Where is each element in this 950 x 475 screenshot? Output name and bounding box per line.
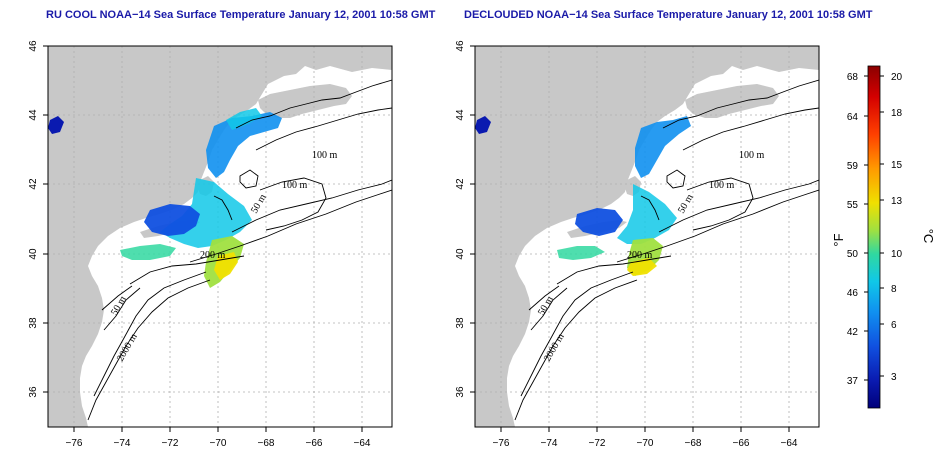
right-y-tick-label: 46	[455, 40, 466, 52]
right-sst-gulf-of-maine	[635, 116, 691, 178]
left-y-tick-label: 46	[28, 40, 39, 52]
left-y-tick-label: 42	[28, 178, 39, 190]
left-x-tick-labels: −76 −74 −72 −70 −68 −66 −64	[66, 438, 371, 449]
left-x-tick-label: −72	[162, 438, 179, 449]
right-x-tick-label: −74	[541, 438, 558, 449]
right-map-body: 100 m 100 m 50 m 200 m 50 m 2000 m	[475, 46, 819, 427]
temperature-colorbar: 68 64 59 55 50 46 42 37 20 18 15 13 10 8…	[831, 65, 936, 409]
fahrenheit-label: 50	[847, 249, 859, 260]
left-y-tick-label: 44	[28, 109, 39, 121]
left-map-panel: 100 m 100 m 50 m 200 m 50 m 2000 m −76 −…	[28, 40, 393, 449]
right-map-frame	[474, 45, 820, 428]
left-x-tick-label: −74	[114, 438, 131, 449]
left-sst-ne-channel	[226, 108, 262, 130]
left-y-tick-label: 38	[28, 317, 39, 329]
right-map-panel: 100 m 100 m 50 m 200 m 50 m 2000 m −76 −…	[455, 40, 820, 449]
right-y-tick-label: 38	[455, 317, 466, 329]
left-map-title: RU COOL NOAA−14 Sea Surface Temperature …	[46, 9, 436, 21]
right-land	[475, 46, 819, 427]
left-sst-overlay	[48, 108, 282, 288]
colorbar-gradient	[867, 65, 881, 409]
right-sst-ny-bight	[575, 208, 623, 236]
left-x-tick-label: −68	[258, 438, 275, 449]
right-y-axis	[470, 45, 475, 393]
left-contour-label-200m: 200 m	[200, 250, 226, 261]
right-y-tick-label: 40	[455, 248, 466, 260]
celsius-label: 3	[891, 372, 897, 383]
left-y-tick-label: 36	[28, 386, 39, 398]
celsius-label: 15	[891, 160, 903, 171]
fahrenheit-label: 55	[847, 200, 859, 211]
left-sst-ny-bight	[144, 204, 200, 236]
right-sst-overlay	[475, 116, 691, 276]
left-sst-shelf-fringe	[120, 244, 176, 260]
left-contour-label-100m-b: 100 m	[282, 180, 308, 191]
fahrenheit-label: 46	[847, 288, 859, 299]
left-x-axis	[73, 427, 363, 432]
right-contour-label-100m-a: 100 m	[739, 150, 765, 161]
fahrenheit-labels: 68 64 59 55 50 46 42 37	[847, 72, 859, 387]
right-nova-scotia	[685, 84, 779, 118]
celsius-label: 20	[891, 72, 903, 83]
right-sst-coastal-shelf	[617, 184, 677, 244]
right-x-tick-label: −68	[685, 438, 702, 449]
fahrenheit-label: 42	[847, 327, 859, 338]
right-x-tick-label: −64	[781, 438, 798, 449]
celsius-labels: 20 18 15 13 10 8 6 3	[891, 72, 903, 383]
left-land	[48, 46, 392, 427]
left-sst-warm-core	[214, 252, 238, 280]
left-y-tick-labels: 46 44 42 40 38 36	[28, 40, 39, 398]
left-sst-bay-of-fundy	[48, 116, 64, 134]
right-contour-label-200m: 200 m	[627, 250, 653, 261]
left-bathymetry-contours	[87, 79, 392, 421]
left-x-tick-label: −76	[66, 438, 83, 449]
left-nova-scotia	[258, 84, 352, 118]
right-x-tick-label: −76	[493, 438, 510, 449]
left-x-tick-label: −66	[306, 438, 323, 449]
fahrenheit-unit-label: °F	[831, 233, 846, 246]
fahrenheit-label: 59	[847, 161, 859, 172]
left-y-axis	[43, 45, 48, 393]
celsius-label: 6	[891, 320, 897, 331]
celsius-label: 10	[891, 249, 903, 260]
left-map-body: 100 m 100 m 50 m 200 m 50 m 2000 m	[48, 46, 392, 427]
right-x-tick-label: −72	[589, 438, 606, 449]
right-sst-shelf-fringe	[557, 246, 605, 260]
right-contour-label-100m-b: 100 m	[709, 180, 735, 191]
fahrenheit-label: 64	[847, 112, 859, 123]
right-x-tick-labels: −76 −74 −72 −70 −68 −66 −64	[493, 438, 798, 449]
right-y-tick-label: 36	[455, 386, 466, 398]
left-map-frame	[47, 45, 393, 428]
left-sst-gulf-of-maine	[206, 112, 282, 178]
left-x-tick-label: −64	[354, 438, 371, 449]
celsius-label: 18	[891, 108, 903, 119]
left-y-tick-label: 40	[28, 248, 39, 260]
right-y-tick-label: 42	[455, 178, 466, 190]
left-contour-label-100m-a: 100 m	[312, 150, 338, 161]
left-x-tick-label: −70	[210, 438, 227, 449]
right-map-title: DECLOUDED NOAA−14 Sea Surface Temperatur…	[464, 9, 873, 21]
right-sst-bay-of-fundy	[475, 116, 491, 134]
colorbar-ticks	[864, 75, 884, 381]
fahrenheit-label: 37	[847, 376, 859, 387]
right-x-tick-label: −70	[637, 438, 654, 449]
right-y-tick-label: 44	[455, 109, 466, 121]
right-x-tick-label: −66	[733, 438, 750, 449]
celsius-unit-label: °C	[921, 229, 936, 244]
celsius-label: 8	[891, 284, 897, 295]
right-x-axis	[500, 427, 790, 432]
right-bathymetry-contours	[514, 79, 819, 421]
right-y-tick-labels: 46 44 42 40 38 36	[455, 40, 466, 398]
celsius-label: 13	[891, 196, 903, 207]
fahrenheit-label: 68	[847, 72, 859, 83]
